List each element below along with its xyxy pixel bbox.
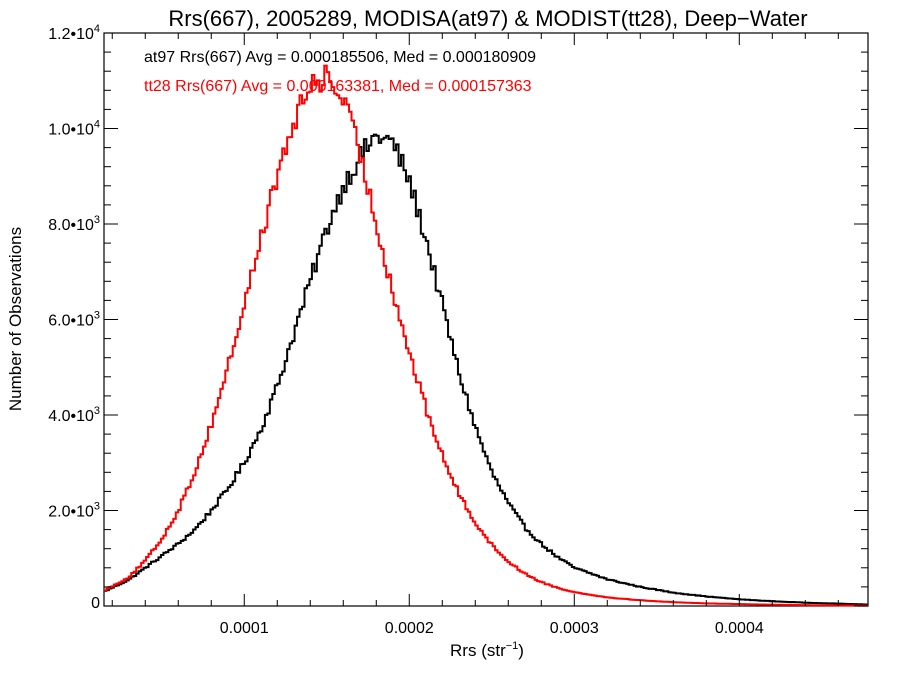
- y-tick-label-4: 6.0•103: [48, 310, 100, 330]
- series-line-2: [104, 64, 868, 607]
- x-tick-labels: 0.0001 0.0002 0.0003 0.0004: [220, 620, 764, 637]
- annotation-1: at97 Rrs(667) Avg = 0.000185506, Med = 0…: [144, 49, 536, 66]
- x-tick-label-4: 0.0004: [715, 620, 764, 637]
- series-group: [104, 64, 868, 607]
- chart-title: Rrs(667), 2005289, MODISA(at97) & MODIST…: [168, 6, 807, 31]
- y-tick-labels: 0 2.0•103 4.0•103 6.0•103 8.0•103 1.0•104 1.2•…: [48, 23, 100, 612]
- ticks-group: [104, 32, 868, 607]
- y-axis-label: Number of Observations: [6, 227, 25, 411]
- series-line-1: [104, 133, 868, 606]
- plot-frame-rect: [103, 32, 869, 607]
- y-tick-label-3: 4.0•103: [48, 405, 100, 425]
- x-axis-label-sup: −1: [506, 640, 519, 652]
- y-tick-label-5: 8.0•103: [48, 214, 100, 234]
- x-axis-label: Rrs (str−1): [450, 640, 524, 660]
- x-tick-label-2: 0.0002: [385, 620, 434, 637]
- x-tick-label-3: 0.0003: [550, 620, 599, 637]
- y-tick-label-7: 1.2•104: [48, 23, 100, 43]
- plot-frame: [103, 32, 869, 607]
- x-axis-label-main: Rrs (str: [450, 641, 506, 660]
- y-tick-label-1: 0: [91, 595, 100, 612]
- y-tick-label-2: 2.0•103: [48, 501, 100, 521]
- x-axis-label-close: ): [518, 641, 524, 660]
- x-tick-label-1: 0.0001: [220, 620, 269, 637]
- y-tick-label-6: 1.0•104: [48, 119, 100, 139]
- annotations-group: at97 Rrs(667) Avg = 0.000185506, Med = 0…: [144, 49, 536, 95]
- annotation-2: tt28 Rrs(667) Avg = 0.000163381, Med = 0…: [144, 78, 532, 95]
